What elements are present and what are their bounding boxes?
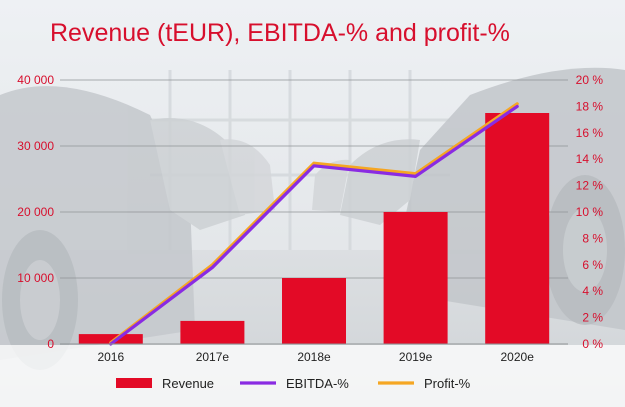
- y-right-tick-label: 6 %: [582, 258, 603, 272]
- y-right-tick-label: 16 %: [576, 126, 604, 140]
- legend: Revenue EBITDA-% Profit-%: [116, 376, 471, 391]
- y-right-tick-label: 12 %: [576, 179, 604, 193]
- x-tick-label: 2020e: [501, 350, 535, 364]
- x-axis: 2016 2017e 2018e 2019e 2020e: [60, 343, 568, 364]
- y-left-tick-label: 0: [47, 337, 54, 351]
- y-right-tick-label: 20 %: [576, 73, 604, 87]
- y-right-tick-label: 4 %: [582, 284, 603, 298]
- y-right-tick-label: 14 %: [576, 152, 604, 166]
- legend-label: Profit-%: [424, 376, 471, 391]
- y-right-tick-label: 0 %: [582, 337, 603, 351]
- revenue-bar: [383, 212, 448, 344]
- x-tick-label: 2019e: [399, 350, 433, 364]
- y-right-tick-label: 8 %: [582, 231, 603, 245]
- y-left-tick-label: 10 000: [17, 271, 54, 285]
- y-right-tick-label: 10 %: [576, 205, 604, 219]
- legend-label: Revenue: [162, 376, 214, 391]
- chart-title: Revenue (tEUR), EBITDA-% and profit-%: [50, 19, 510, 47]
- x-tick-label: 2017e: [196, 350, 230, 364]
- y-right-tick-label: 2 %: [582, 311, 603, 325]
- series-line: [109, 102, 519, 345]
- y-left-tick-label: 30 000: [17, 139, 54, 153]
- revenue-bar: [282, 278, 346, 344]
- revenue-bar: [78, 334, 143, 344]
- legend-item: EBITDA-%: [240, 376, 349, 391]
- legend-label: EBITDA-%: [286, 376, 349, 391]
- y-left-tick-label: 40 000: [17, 73, 54, 87]
- revenue-bar: [180, 320, 245, 344]
- series-line: [109, 104, 519, 346]
- legend-swatch: [116, 378, 152, 388]
- percent-lines: [109, 102, 519, 346]
- revenue-bars: [78, 113, 550, 344]
- right-axis: 0 % 2 % 4 % 6 % 8 % 10 % 12 % 14 % 16 % 18 % 20 %: [576, 73, 604, 351]
- legend-item: Revenue: [116, 376, 214, 391]
- y-right-tick-label: 18 %: [576, 99, 604, 113]
- legend-item: Profit-%: [378, 376, 471, 391]
- left-axis: 0 10 000 20 000 30 000 40 000: [17, 73, 54, 351]
- x-tick-label: 2016: [97, 350, 124, 364]
- revenue-bar: [485, 113, 550, 344]
- y-left-tick-label: 20 000: [17, 205, 54, 219]
- x-tick-label: 2018e: [297, 350, 331, 364]
